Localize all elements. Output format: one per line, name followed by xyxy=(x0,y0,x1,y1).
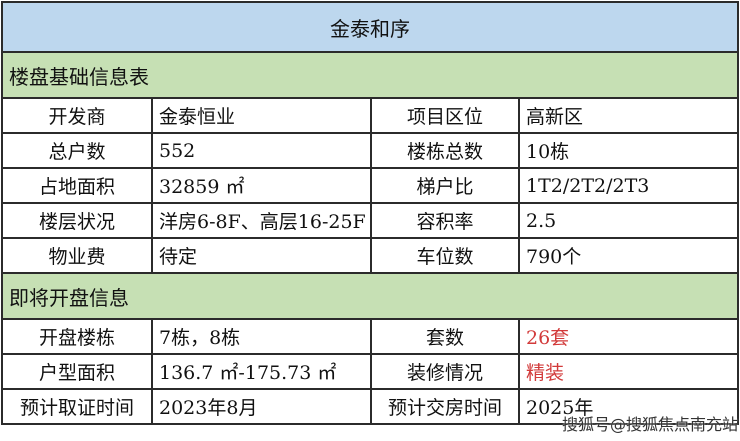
table-row: 开盘楼栋 7栋，8栋 套数 26套 xyxy=(1,318,739,355)
table-row: 开发商 金泰恒业 项目区位 高新区 xyxy=(1,97,739,134)
label: 梯户比 xyxy=(370,167,520,204)
section-basic-heading: 楼盘基础信息表 xyxy=(1,51,739,99)
value: 552 xyxy=(151,132,372,169)
value: 金泰恒业 xyxy=(151,97,372,134)
label: 楼栋总数 xyxy=(370,132,520,169)
label: 总户数 xyxy=(1,132,153,169)
label: 套数 xyxy=(370,318,520,355)
table-row: 物业费 待定 车位数 790个 xyxy=(1,237,739,274)
value: 7栋，8栋 xyxy=(151,318,372,355)
label: 物业费 xyxy=(1,237,153,274)
label: 户型面积 xyxy=(1,353,153,390)
value: 洋房6-8F、高层16-25F xyxy=(151,202,372,239)
label: 预计取证时间 xyxy=(1,388,153,425)
label: 装修情况 xyxy=(370,353,520,390)
value: 待定 xyxy=(151,237,372,274)
label: 开发商 xyxy=(1,97,153,134)
label: 容积率 xyxy=(370,202,520,239)
value: 10栋 xyxy=(518,132,739,169)
label: 占地面积 xyxy=(1,167,153,204)
table-row: 预计取证时间 2023年8月 预计交房时间 2025年 xyxy=(1,388,739,425)
value: 2025年 xyxy=(518,388,739,425)
section-opening-heading: 即将开盘信息 xyxy=(1,272,739,320)
table-row: 总户数 552 楼栋总数 10栋 xyxy=(1,132,739,169)
label: 开盘楼栋 xyxy=(1,318,153,355)
label: 预计交房时间 xyxy=(370,388,520,425)
table-row: 楼层状况 洋房6-8F、高层16-25F 容积率 2.5 xyxy=(1,202,739,239)
value: 32859 ㎡ xyxy=(151,167,372,204)
label: 楼层状况 xyxy=(1,202,153,239)
value: 26套 xyxy=(518,318,739,355)
value: 2.5 xyxy=(518,202,739,239)
value: 136.7 ㎡-175.73 ㎡ xyxy=(151,353,372,390)
value: 高新区 xyxy=(518,97,739,134)
value: 2023年8月 xyxy=(151,388,372,425)
value: 1T2/2T2/2T3 xyxy=(518,167,739,204)
label: 项目区位 xyxy=(370,97,520,134)
value: 精装 xyxy=(518,353,739,390)
page-title: 金泰和序 xyxy=(1,1,739,53)
value: 790个 xyxy=(518,237,739,274)
watermark: 搜狐号@搜狐焦点南充站 xyxy=(562,415,739,434)
label: 车位数 xyxy=(370,237,520,274)
info-table: 金泰和序 楼盘基础信息表 开发商 金泰恒业 项目区位 高新区 总户数 552 楼栋总数 10… xyxy=(1,1,739,425)
